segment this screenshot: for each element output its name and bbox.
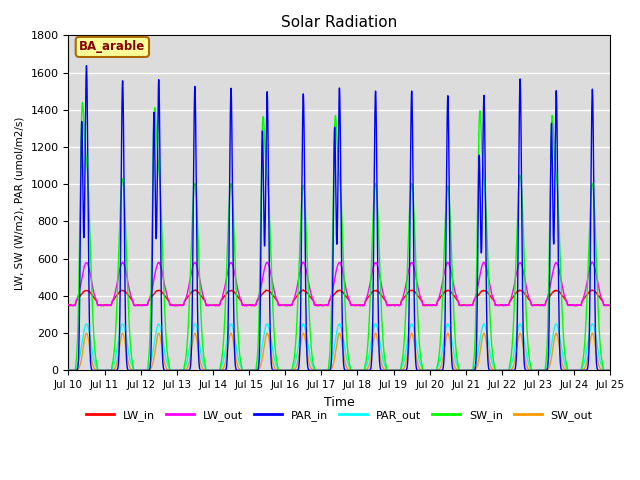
- X-axis label: Time: Time: [324, 396, 355, 408]
- Text: BA_arable: BA_arable: [79, 40, 145, 53]
- Title: Solar Radiation: Solar Radiation: [282, 15, 397, 30]
- Legend: LW_in, LW_out, PAR_in, PAR_out, SW_in, SW_out: LW_in, LW_out, PAR_in, PAR_out, SW_in, S…: [82, 406, 597, 425]
- Y-axis label: LW, SW (W/m2), PAR (umol/m2/s): LW, SW (W/m2), PAR (umol/m2/s): [15, 116, 25, 289]
